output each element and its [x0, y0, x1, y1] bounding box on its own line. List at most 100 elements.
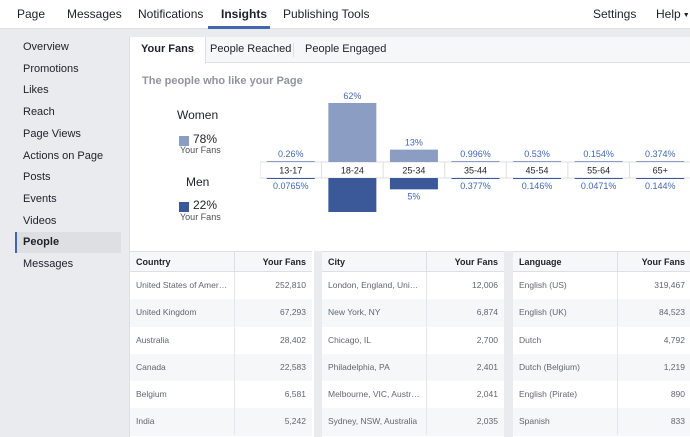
table-row: Dutch (Belgium) 1,219	[513, 353, 690, 382]
row-value: 67,293	[280, 307, 306, 318]
sidebar-item-promotions[interactable]: Promotions	[23, 63, 79, 75]
row-name: Dutch	[519, 334, 542, 345]
row-value: 833	[670, 416, 685, 427]
city-fans-header: Your Fans	[454, 257, 498, 267]
nav-insights[interactable]: Insights	[221, 7, 268, 21]
language-header: Language	[519, 257, 562, 267]
row-name: Canada	[136, 361, 166, 372]
age-category-label: 25-34	[402, 166, 425, 176]
sidebar-item-posts[interactable]: Posts	[23, 171, 51, 183]
men-bar-55-64[interactable]	[574, 178, 623, 179]
table-row: English (UK) 84,523	[513, 299, 690, 327]
row-value: 4,792	[663, 334, 685, 345]
men-bar-18-24[interactable]	[328, 178, 377, 212]
men-bar-label: 5%	[407, 191, 420, 201]
row-name: Philadelphia, PA	[328, 361, 390, 372]
column-divider	[617, 272, 618, 299]
sidebar-item-likes[interactable]: Likes	[23, 84, 49, 96]
row-value: 2,035	[476, 416, 498, 427]
row-name: Dutch (Belgium)	[519, 361, 580, 372]
men-bar-13-17[interactable]	[266, 178, 315, 179]
women-bar-35-44[interactable]	[451, 161, 500, 162]
age-gender-chart: 0.26% 0.0765% 13-17 62% 15% 18-24 13% 5% 25-34 0.…	[260, 91, 690, 215]
table-header: Language Your Fans	[513, 251, 690, 272]
row-value: 2,700	[476, 334, 498, 345]
row-value: 6,581	[284, 389, 306, 400]
language-table: Language Your Fans English (US) 319,467 E…	[513, 251, 690, 436]
tab-people-reached[interactable]: People Reached	[210, 43, 292, 55]
women-bar-13-17[interactable]	[266, 161, 315, 162]
column-divider	[617, 252, 618, 272]
women-bar-label: 0.26%	[278, 149, 304, 159]
sidebar-item-overview[interactable]: Overview	[23, 41, 69, 53]
row-name: India	[136, 416, 155, 427]
row-name: New York, NY	[328, 307, 381, 318]
nav-settings[interactable]: Settings	[593, 7, 637, 21]
country-header: Country	[136, 257, 171, 267]
column-divider	[234, 326, 235, 354]
men-bar-label: 0.0471%	[581, 181, 617, 191]
age-category-label: 45-54	[526, 166, 549, 176]
women-bar-45-54[interactable]	[513, 161, 562, 162]
women-bar-25-34[interactable]	[389, 149, 438, 162]
table-row: Dutch 4,792	[513, 326, 690, 354]
women-bar-18-24[interactable]	[328, 103, 377, 162]
sidebar-item-videos[interactable]: Videos	[23, 215, 57, 227]
men-bar-45-54[interactable]	[513, 178, 562, 179]
row-value: 5,242	[284, 416, 306, 427]
table-row: English (US) 319,467	[513, 272, 690, 299]
men-bar-35-44[interactable]	[451, 178, 500, 179]
country-fans-header: Your Fans	[262, 257, 306, 267]
sidebar-item-messages[interactable]: Messages	[23, 258, 74, 270]
row-value: 252,810	[275, 280, 306, 290]
column-divider	[234, 381, 235, 409]
nav-help[interactable]: Help ▼	[656, 0, 690, 29]
country-table: Country Your Fans United States of Ameri…	[130, 251, 312, 436]
men-percent: 22%	[193, 198, 218, 212]
age-category-label: 35-44	[464, 166, 487, 176]
women-subtitle: Your Fans	[180, 145, 221, 155]
column-divider	[426, 252, 427, 272]
sidebar-item-reach[interactable]: Reach	[23, 106, 55, 118]
tab-separator	[293, 43, 294, 57]
tab-people-engaged[interactable]: People Engaged	[305, 43, 387, 55]
section-title: The people who like your Page	[142, 75, 303, 87]
sidebar-item-events[interactable]: Events	[23, 193, 57, 205]
row-value: 2,401	[476, 361, 498, 372]
column-divider	[617, 326, 618, 354]
row-name: Melbourne, VIC, Australia	[328, 389, 420, 400]
table-gap	[504, 251, 513, 437]
table-header: Country Your Fans	[130, 251, 312, 272]
men-bar-25-34[interactable]	[389, 178, 438, 190]
nav-help-label: Help	[656, 7, 681, 21]
women-bar-55-64[interactable]	[574, 161, 623, 162]
column-divider	[234, 299, 235, 327]
table-row: Philadelphia, PA 2,401	[322, 353, 504, 382]
women-bar-label: 0.996%	[460, 149, 491, 159]
men-bar-label: 0.146%	[522, 181, 553, 191]
nav-notifications[interactable]: Notifications	[138, 7, 204, 21]
nav-publishing-tools[interactable]: Publishing Tools	[283, 7, 370, 21]
sub-tabs: Your Fans People Reached People Engaged	[130, 37, 690, 64]
men-subtitle: Your Fans	[180, 212, 221, 222]
nav-messages[interactable]: Messages	[67, 7, 122, 21]
row-name: Chicago, IL	[328, 334, 371, 345]
column-divider	[426, 381, 427, 409]
tab-your-fans[interactable]: Your Fans	[130, 37, 206, 64]
sidebar-item-actions-on-page[interactable]: Actions on Page	[23, 150, 104, 162]
row-value: 319,467	[654, 280, 685, 290]
column-divider	[617, 381, 618, 409]
nav-page[interactable]: Page	[17, 7, 46, 21]
women-bar-65+[interactable]	[636, 161, 685, 162]
sidebar-item-page-views[interactable]: Page Views	[23, 128, 81, 140]
men-bar-65+[interactable]	[636, 178, 685, 179]
top-navigation: Page Messages Notifications Insights Pub…	[0, 0, 690, 29]
row-value: 84,523	[659, 307, 685, 318]
table-row: Spanish 833	[513, 408, 690, 436]
row-name: United States of America	[136, 280, 228, 290]
column-divider	[234, 272, 235, 299]
table-row: United Kingdom 67,293	[130, 299, 312, 327]
sidebar-item-people[interactable]: People	[15, 232, 121, 253]
women-percent: 78%	[193, 132, 218, 146]
men-bar-label: 15%	[343, 214, 361, 215]
